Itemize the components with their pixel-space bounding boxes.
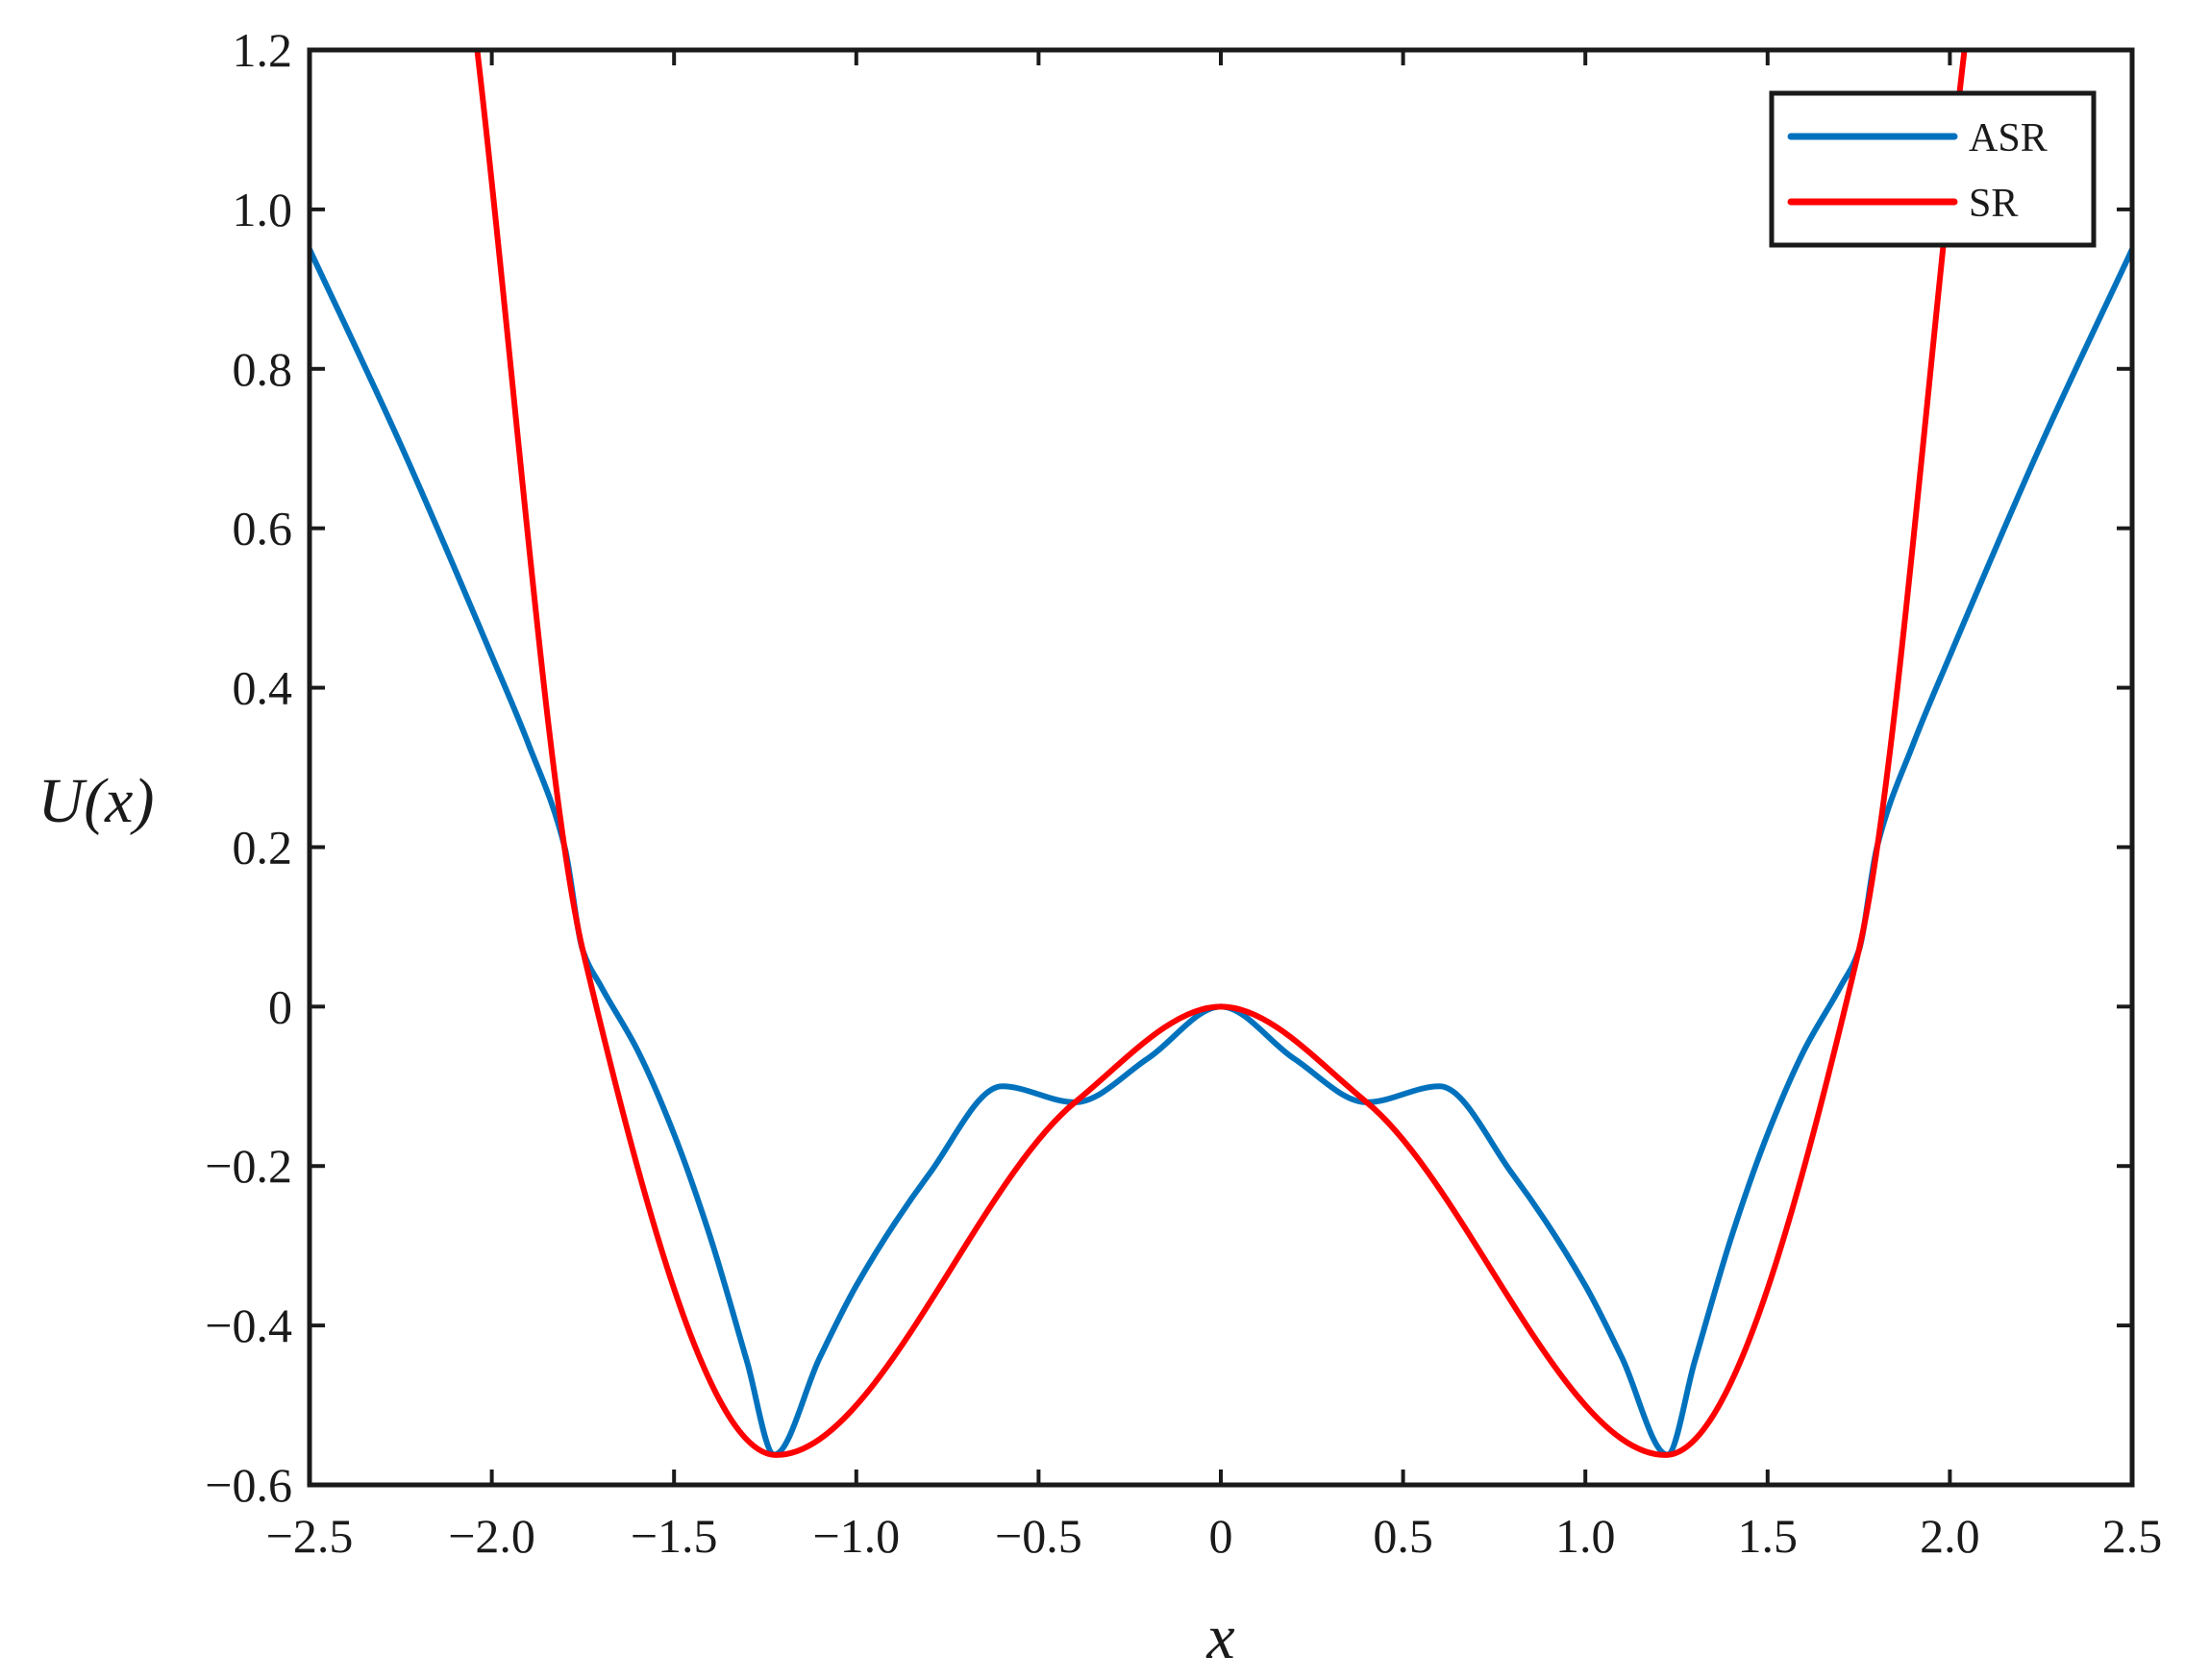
y-tick-label: 0 bbox=[268, 979, 292, 1033]
plot-frame bbox=[307, 47, 2135, 1488]
x-tick-label: 0.5 bbox=[1373, 1509, 1433, 1563]
x-tick-label: −2.0 bbox=[448, 1509, 535, 1563]
y-tick-label: 0.6 bbox=[233, 502, 293, 556]
y-axis-title: U(x) bbox=[38, 766, 155, 836]
x-tick-label: 1.5 bbox=[1738, 1509, 1799, 1563]
x-tick-label: 2.0 bbox=[1920, 1509, 1980, 1563]
y-tick-label: 1.2 bbox=[233, 23, 293, 77]
legend-label-sr: SR bbox=[1969, 182, 2018, 226]
legend-box bbox=[1769, 90, 2097, 248]
x-tick-label: 2.5 bbox=[2102, 1509, 2163, 1563]
x-tick-label: −0.5 bbox=[995, 1509, 1082, 1563]
legend-label-asr: ASR bbox=[1969, 116, 2048, 161]
y-tick-label: 0.2 bbox=[233, 820, 293, 874]
x-tick-label: −2.5 bbox=[266, 1509, 354, 1563]
series-line-asr bbox=[310, 246, 2132, 1458]
y-tick-label: 0.4 bbox=[233, 661, 293, 715]
y-tick-label: 1.0 bbox=[233, 183, 293, 236]
series-line-sr bbox=[474, 50, 1968, 1458]
x-axis-title: x bbox=[1205, 1602, 1234, 1672]
x-tick-label: 0 bbox=[1209, 1509, 1233, 1563]
x-tick-label: −1.5 bbox=[631, 1509, 718, 1563]
ticks-layer: −2.5 −2.0 −1.5 −1.0 −0.5 0 0.5 1.0 1.5 2.0 2.5 −0.6… bbox=[205, 23, 2162, 1563]
x-tick-label: 1.0 bbox=[1555, 1509, 1616, 1563]
legend: ASR SR bbox=[1769, 90, 2097, 248]
series-layer bbox=[310, 50, 2132, 1458]
y-tick-label: −0.4 bbox=[205, 1298, 292, 1352]
y-tick-label: −0.2 bbox=[205, 1139, 292, 1193]
y-tick-label: −0.6 bbox=[205, 1458, 292, 1512]
y-tick-label: 0.8 bbox=[233, 342, 293, 396]
x-tick-label: −1.0 bbox=[812, 1509, 900, 1563]
